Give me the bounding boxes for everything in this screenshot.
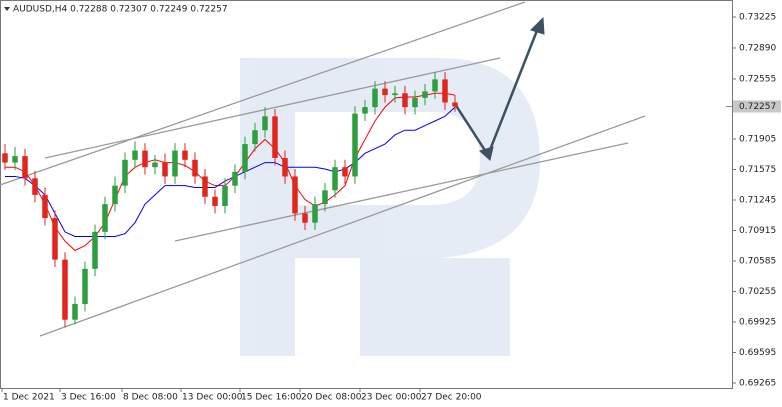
forecast-arrows bbox=[453, 16, 545, 161]
candle-body bbox=[52, 218, 58, 260]
last-price-box bbox=[733, 100, 781, 113]
candle-body bbox=[312, 204, 318, 223]
x-tick-label: 13 Dec 00:00 bbox=[182, 393, 243, 403]
x-tick-label: 15 Dec 16:00 bbox=[241, 393, 302, 403]
candle-body bbox=[2, 153, 8, 163]
y-tick-label: 0.71575 bbox=[739, 165, 776, 175]
candle-body bbox=[162, 162, 168, 177]
y-tick-label: 0.71905 bbox=[739, 135, 776, 145]
x-tick-label: 8 Dec 08:00 bbox=[123, 393, 178, 403]
candle-body bbox=[382, 88, 388, 96]
candle-body bbox=[442, 79, 448, 103]
candle-body bbox=[242, 144, 248, 172]
y-tick-label: 0.70585 bbox=[739, 257, 776, 267]
candle-body bbox=[342, 167, 348, 177]
y-tick-label: 0.71245 bbox=[739, 196, 776, 206]
y-tick-label: 0.72890 bbox=[739, 43, 776, 53]
candle-body bbox=[172, 150, 178, 177]
candle-body bbox=[102, 204, 108, 232]
y-tick-label: 0.69595 bbox=[739, 348, 776, 358]
candle-body bbox=[202, 176, 208, 197]
candle-body bbox=[12, 156, 18, 163]
candle-body bbox=[262, 116, 268, 131]
candle-body bbox=[402, 93, 408, 108]
x-tick-label: 20 Dec 08:00 bbox=[301, 393, 362, 403]
candle-body bbox=[252, 130, 258, 145]
candle-body bbox=[272, 116, 278, 158]
candle-body bbox=[432, 79, 438, 92]
y-tick-label: 0.70915 bbox=[739, 226, 776, 236]
candle-body bbox=[182, 150, 188, 160]
candle-body bbox=[332, 167, 338, 191]
y-tick-label: 0.72555 bbox=[739, 74, 776, 84]
candle-body bbox=[122, 159, 128, 186]
candle-body bbox=[302, 213, 308, 223]
candle-body bbox=[232, 171, 238, 186]
header: AUDUSD,H4 0.72288 0.72307 0.72249 0.7225… bbox=[4, 5, 228, 15]
candle-body bbox=[192, 159, 198, 177]
candle-body bbox=[292, 176, 298, 214]
candle-body bbox=[72, 303, 78, 320]
x-tick-label: 27 Dec 20:00 bbox=[421, 393, 482, 403]
y-tick-label: 0.73225 bbox=[739, 13, 776, 23]
watermark bbox=[240, 58, 540, 356]
candle-body bbox=[32, 178, 38, 195]
candle-body bbox=[112, 185, 118, 205]
indicator-line bbox=[5, 92, 456, 251]
indicator-line bbox=[5, 106, 456, 238]
candle-body bbox=[62, 259, 68, 320]
candle-body bbox=[212, 196, 218, 207]
candle-body bbox=[222, 185, 228, 207]
candle-body bbox=[322, 190, 328, 205]
candle-body bbox=[22, 156, 28, 179]
chart-header: AUDUSD,H4 0.72288 0.72307 0.72249 0.7225… bbox=[13, 5, 228, 15]
candle-body bbox=[282, 157, 288, 177]
candle-body bbox=[82, 268, 88, 304]
y-tick-label: 0.70255 bbox=[739, 287, 776, 297]
candle-body bbox=[352, 113, 358, 177]
y-tick-label: 0.69265 bbox=[739, 379, 776, 389]
candle-body bbox=[372, 88, 378, 108]
candle-body bbox=[422, 91, 428, 98]
candle-body bbox=[142, 150, 148, 168]
candle-body bbox=[42, 194, 48, 219]
last-price-label: 0.72257 bbox=[739, 102, 776, 112]
y-tick-label: 0.69925 bbox=[739, 318, 776, 328]
candle-body bbox=[92, 231, 98, 269]
candle-body bbox=[452, 102, 458, 107]
candle-body bbox=[152, 162, 158, 168]
candle-body bbox=[132, 150, 138, 160]
trend-lines bbox=[0, 1, 646, 337]
candle-body bbox=[362, 107, 368, 114]
candle-body bbox=[412, 97, 418, 108]
x-tick-label: 1 Dec 2021 bbox=[3, 393, 55, 403]
candle-body bbox=[392, 93, 398, 96]
x-tick-label: 3 Dec 16:00 bbox=[61, 393, 116, 403]
x-tick-label: 23 Dec 00:00 bbox=[361, 393, 422, 403]
